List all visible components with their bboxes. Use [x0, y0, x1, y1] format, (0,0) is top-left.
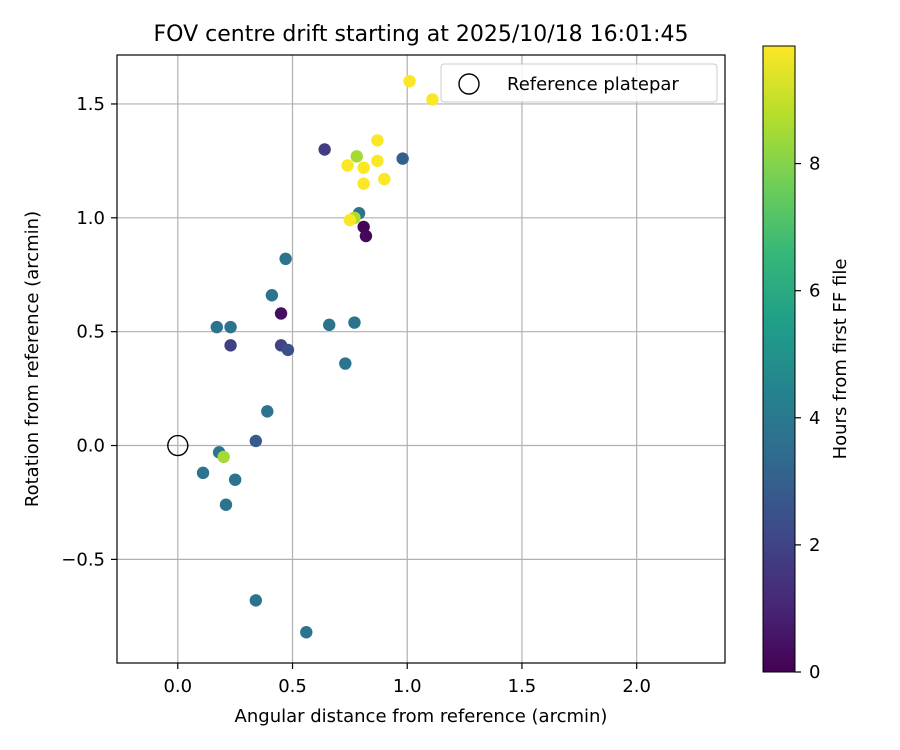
- data-point: [249, 594, 263, 607]
- colorbar-tick-label: 0: [809, 662, 820, 683]
- chart-title: FOV centre drift starting at 2025/10/18 …: [154, 22, 689, 47]
- data-point: [318, 143, 331, 156]
- data-point: [279, 252, 292, 266]
- y-tick-label: 1.5: [76, 94, 105, 115]
- reference-point: [167, 434, 189, 457]
- colorbar-tick-label: 4: [809, 408, 820, 429]
- x-tick-label: 1.5: [508, 676, 537, 697]
- data-point: [426, 93, 439, 106]
- data-point: [228, 473, 242, 486]
- data-points: [196, 74, 439, 639]
- x-gridlines: [177, 55, 638, 663]
- data-point: [217, 450, 230, 464]
- plot-frame: [116, 54, 726, 664]
- x-tick-label: 1.0: [393, 676, 422, 697]
- x-tick-label: 2.0: [622, 676, 651, 697]
- x-axis-ticks: 0.0 0.5 1.0 1.5 2.0: [163, 663, 651, 697]
- reference-platepar-marker: [167, 434, 189, 457]
- colorbar-tick-label: 8: [809, 154, 820, 175]
- x-axis-label: Angular distance from reference (arcmin): [235, 706, 608, 727]
- colorbar-label: Hours from first FF file: [830, 259, 851, 460]
- data-point: [403, 74, 416, 88]
- x-tick-label: 0.5: [278, 676, 307, 697]
- y-tick-label: 0.5: [76, 322, 105, 343]
- data-point: [371, 154, 384, 168]
- data-point: [341, 159, 354, 172]
- data-point: [196, 466, 210, 480]
- data-point: [359, 229, 373, 243]
- legend: Reference platepar: [440, 63, 718, 103]
- data-point: [249, 434, 263, 448]
- y-gridlines: [117, 103, 725, 560]
- colorbar-tick-label: 2: [809, 535, 820, 556]
- data-point: [396, 152, 409, 165]
- data-point: [210, 320, 224, 334]
- data-point: [343, 213, 357, 227]
- data-point: [300, 626, 313, 639]
- colorbar: 0 2 4 6 8 Hours from first FF file: [762, 45, 851, 683]
- data-point: [265, 289, 279, 302]
- legend-label-reference: Reference platepar: [507, 74, 679, 95]
- data-point: [219, 498, 233, 511]
- colorbar-ticks: 0 2 4 6 8: [795, 154, 820, 683]
- y-axis-label: Rotation from reference (arcmin): [22, 211, 43, 507]
- y-tick-label: −0.5: [61, 549, 105, 570]
- data-point: [339, 357, 352, 370]
- y-tick-label: 0.0: [76, 436, 105, 457]
- data-point: [323, 318, 336, 332]
- data-point: [281, 343, 295, 357]
- data-point: [261, 405, 274, 418]
- data-point: [357, 161, 370, 174]
- data-point: [224, 339, 237, 352]
- data-point: [378, 172, 391, 186]
- colorbar-tick-label: 6: [809, 281, 820, 302]
- legend-box: [440, 63, 718, 103]
- data-point: [350, 150, 363, 163]
- data-point: [224, 320, 237, 334]
- data-point: [274, 307, 288, 320]
- y-tick-label: 1.0: [76, 208, 105, 229]
- x-tick-label: 0.0: [163, 676, 192, 697]
- colorbar-gradient: [762, 45, 796, 673]
- data-point: [357, 177, 370, 190]
- y-axis-ticks: −0.5 0.0 0.5 1.0 1.5: [61, 94, 117, 570]
- legend-marker-icon: [458, 73, 480, 95]
- data-point: [371, 134, 384, 147]
- data-point: [348, 316, 361, 329]
